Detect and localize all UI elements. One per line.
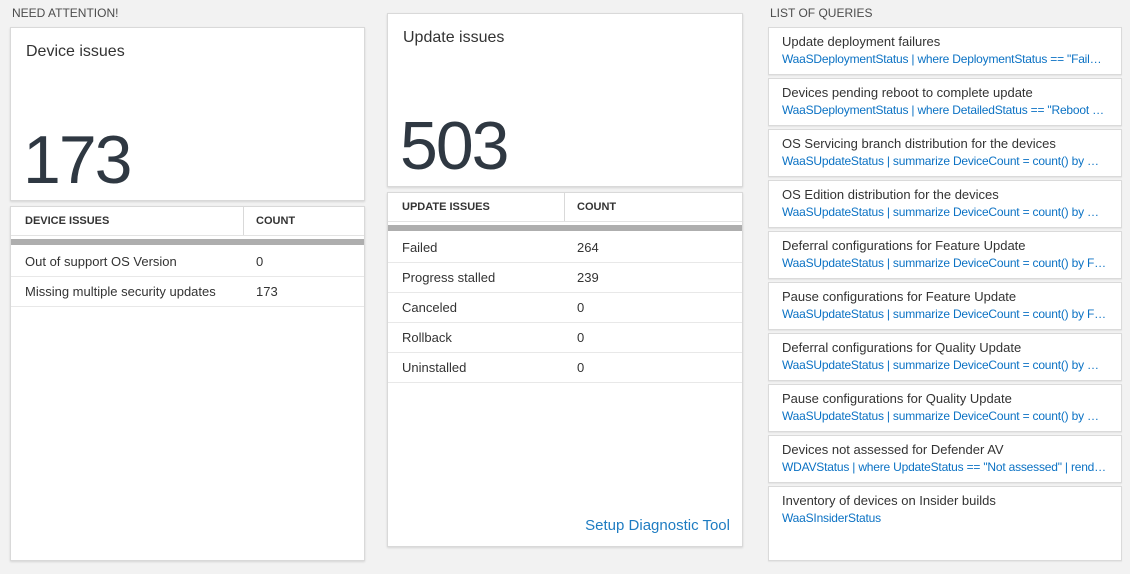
query-text: WaaSUpdateStatus | summarize DeviceCount… xyxy=(782,358,1108,372)
query-title: Deferral configurations for Quality Upda… xyxy=(782,340,1022,355)
issue-label: Failed xyxy=(402,240,438,255)
query-item[interactable]: Pause configurations for Quality Update … xyxy=(768,384,1122,432)
need-attention-left-column: NEED ATTENTION! Device issues 173 DEVICE… xyxy=(10,0,365,561)
query-item[interactable]: OS Servicing branch distribution for the… xyxy=(768,129,1122,177)
table-row[interactable]: Canceled 0 xyxy=(388,293,742,323)
query-item[interactable]: Deferral configurations for Quality Upda… xyxy=(768,333,1122,381)
issue-label: Canceled xyxy=(402,300,457,315)
section-header-spacer xyxy=(387,0,743,13)
query-title: Pause configurations for Feature Update xyxy=(782,289,1017,304)
update-issues-table: UPDATE ISSUES COUNT Failed 264 Progress … xyxy=(387,192,743,547)
query-title: Deferral configurations for Feature Upda… xyxy=(782,238,1026,253)
count-column-header: COUNT xyxy=(577,201,617,213)
issue-count: 0 xyxy=(577,300,585,315)
table-row[interactable]: Missing multiple security updates 173 xyxy=(11,277,364,307)
table-row[interactable]: Out of support OS Version 0 xyxy=(11,247,364,277)
query-text: WaaSInsiderStatus xyxy=(782,511,881,525)
query-item[interactable]: Deferral configurations for Feature Upda… xyxy=(768,231,1122,279)
need-attention-header: NEED ATTENTION! xyxy=(12,6,119,20)
update-issues-tile[interactable]: Update issues 503 xyxy=(387,13,743,187)
query-item[interactable]: Update deployment failures WaaSDeploymen… xyxy=(768,27,1122,75)
horizontal-scrollbar[interactable] xyxy=(11,239,364,245)
query-item[interactable]: OS Edition distribution for the devices … xyxy=(768,180,1122,228)
query-item[interactable]: Devices pending reboot to complete updat… xyxy=(768,78,1122,126)
issue-count: 173 xyxy=(256,284,278,299)
device-issues-tile[interactable]: Device issues 173 xyxy=(10,27,365,201)
issue-label: Uninstalled xyxy=(402,360,467,375)
device-issues-table-header: DEVICE ISSUES COUNT xyxy=(11,207,364,236)
device-issues-table: DEVICE ISSUES COUNT Out of support OS Ve… xyxy=(10,206,365,561)
query-title: OS Edition distribution for the devices xyxy=(782,187,999,202)
query-text: WaaSDeploymentStatus | where DetailedSta… xyxy=(782,103,1108,117)
table-row[interactable]: Progress stalled 239 xyxy=(388,263,742,293)
query-text: WDAVStatus | where UpdateStatus == "Not … xyxy=(782,460,1108,474)
device-issues-count: 173 xyxy=(23,122,132,198)
table-row[interactable]: Failed 264 xyxy=(388,233,742,263)
table-row[interactable]: Uninstalled 0 xyxy=(388,353,742,383)
setup-diagnostic-tool-link[interactable]: Setup Diagnostic Tool xyxy=(585,517,730,534)
issue-label: Out of support OS Version xyxy=(25,254,177,269)
horizontal-scrollbar[interactable] xyxy=(388,225,742,231)
query-item[interactable]: Inventory of devices on Insider builds W… xyxy=(768,486,1122,561)
table-row[interactable]: Rollback 0 xyxy=(388,323,742,353)
update-issues-tile-title: Update issues xyxy=(403,29,505,46)
query-title: Pause configurations for Quality Update xyxy=(782,391,1012,406)
query-title: Devices pending reboot to complete updat… xyxy=(782,85,1033,100)
query-item[interactable]: Pause configurations for Feature Update … xyxy=(768,282,1122,330)
device-issues-tile-title: Device issues xyxy=(26,43,125,60)
count-column-header: COUNT xyxy=(256,215,296,227)
query-text: WaaSUpdateStatus | summarize DeviceCount… xyxy=(782,256,1108,270)
query-text: WaaSUpdateStatus | summarize DeviceCount… xyxy=(782,154,1108,168)
issue-label: Progress stalled xyxy=(402,270,496,285)
issue-label: Rollback xyxy=(402,330,452,345)
issue-label: Missing multiple security updates xyxy=(25,284,216,299)
issue-count: 0 xyxy=(577,330,585,345)
query-text: WaaSDeploymentStatus | where DeploymentS… xyxy=(782,52,1108,66)
need-attention-middle-column: Update issues 503 UPDATE ISSUES COUNT Fa… xyxy=(387,0,743,547)
issue-count: 239 xyxy=(577,270,599,285)
query-title: Inventory of devices on Insider builds xyxy=(782,493,996,508)
update-issues-count: 503 xyxy=(400,108,509,184)
query-title: Devices not assessed for Defender AV xyxy=(782,442,1004,457)
device-issues-column-header: DEVICE ISSUES xyxy=(11,207,244,235)
query-title: OS Servicing branch distribution for the… xyxy=(782,136,1056,151)
query-text: WaaSUpdateStatus | summarize DeviceCount… xyxy=(782,205,1108,219)
list-of-queries-panel: LIST OF QUERIES Update deployment failur… xyxy=(768,0,1122,561)
issue-count: 0 xyxy=(256,254,264,269)
issue-count: 264 xyxy=(577,240,599,255)
issue-count: 0 xyxy=(577,360,585,375)
update-issues-column-header: UPDATE ISSUES xyxy=(388,193,565,221)
update-issues-table-header: UPDATE ISSUES COUNT xyxy=(388,193,742,222)
query-item[interactable]: Devices not assessed for Defender AV WDA… xyxy=(768,435,1122,483)
list-of-queries-header: LIST OF QUERIES xyxy=(770,6,873,20)
query-text: WaaSUpdateStatus | summarize DeviceCount… xyxy=(782,409,1108,423)
query-text: WaaSUpdateStatus | summarize DeviceCount… xyxy=(782,307,1108,321)
query-title: Update deployment failures xyxy=(782,34,941,49)
